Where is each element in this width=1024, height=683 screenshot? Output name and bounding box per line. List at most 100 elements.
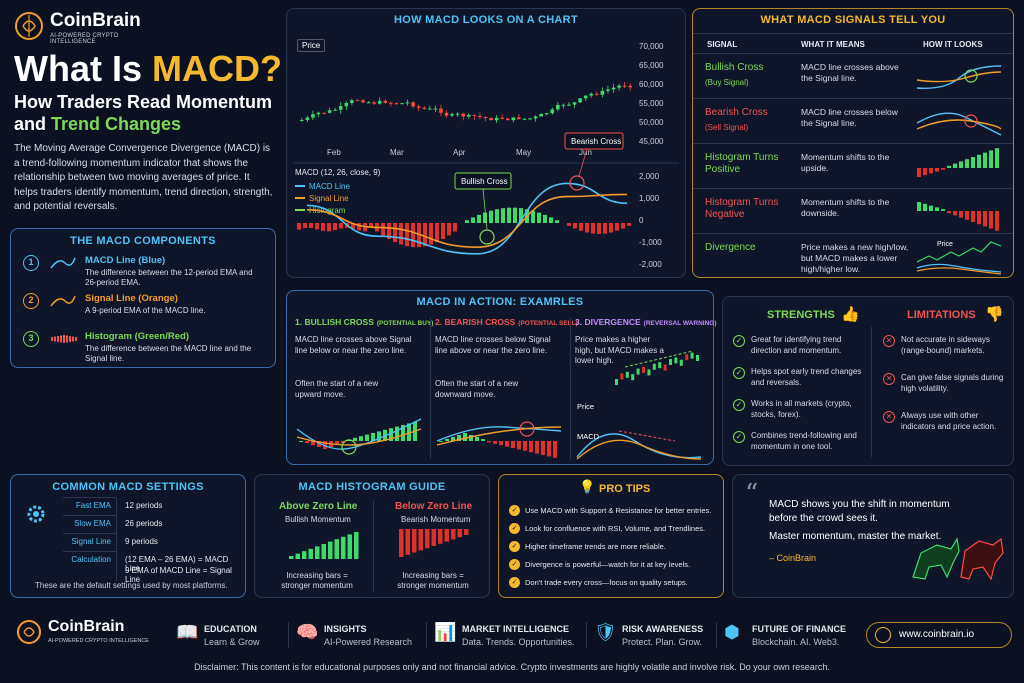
settings-panel: COMMON MACD SETTINGS Fast EMA 12 periods S…	[10, 474, 246, 598]
histogram-bar	[567, 223, 571, 226]
signals-header: SIGNAL WHAT IT MEANS HOW IT LOOKS	[693, 33, 1013, 53]
price-candle	[428, 105, 432, 110]
hist-above-title: Above Zero Line	[279, 501, 358, 512]
svg-text:Price: Price	[577, 402, 594, 411]
histogram-bar	[519, 208, 523, 223]
histogram-bar	[477, 214, 481, 223]
brand-tagline: AI-POWERED CRYPTO INTELLIGENCE	[50, 33, 119, 45]
example-illustration	[436, 421, 562, 458]
price-candle	[505, 117, 510, 121]
cube-icon: ⬢	[724, 622, 740, 642]
bullish-cross-marker	[479, 229, 495, 245]
bearish-cross-marker	[569, 175, 585, 191]
price-candle	[528, 118, 532, 121]
footer-item-sub: Blockchain. AI. Web3.	[752, 637, 840, 647]
month-label: Apr	[453, 148, 466, 157]
chart-panel: HOW MACD LOOKS ON A CHART Price Feb Mar Ap…	[286, 8, 686, 278]
histogram-bar	[351, 223, 355, 229]
histogram-bar	[591, 223, 595, 234]
macd-chart: Feb Mar Apr May Jun 70,000 65,000 60,000 55,000 5…	[293, 42, 679, 269]
hist-bar-red	[425, 529, 430, 549]
hist-bar-green	[295, 553, 300, 559]
histogram-bar	[315, 223, 319, 230]
price-candle	[478, 112, 482, 120]
price-candle	[361, 98, 365, 104]
check-icon: ✓	[733, 431, 745, 443]
hist-above-sub: Bullish Momentum	[285, 515, 351, 524]
price-candle	[422, 106, 427, 110]
examples-title: MACD IN ACTION: EXAMRLES	[416, 296, 584, 308]
tip-item: Use MACD with Support & Resistance for b…	[525, 506, 712, 515]
price-tick: 60,000	[639, 80, 664, 89]
signal-meaning: MACD line crosses above the Signal line.	[801, 62, 899, 83]
price-candle	[411, 101, 415, 109]
histogram-bar	[327, 223, 331, 232]
legend-entry: MACD Line	[309, 182, 350, 191]
settings-title: COMMON MACD SETTINGS	[52, 481, 204, 493]
price-tick: 45,000	[639, 137, 664, 146]
price-candle	[511, 117, 516, 123]
price-candle	[483, 116, 488, 122]
signal-line	[306, 193, 628, 249]
component-name: Histogram (Green/Red)	[85, 331, 189, 342]
example-note: Often the start of a new upward move.	[295, 379, 379, 399]
quote-icon: “	[745, 479, 759, 509]
price-candle	[500, 114, 504, 120]
histogram-title: MACD HISTOGRAM GUIDE	[298, 481, 446, 493]
gear-icon	[27, 505, 45, 523]
website-link[interactable]: www.coinbrain.io	[899, 629, 975, 640]
bearish-cross-label: Bearish Cross	[564, 132, 624, 150]
hist-above-bars	[289, 532, 359, 559]
footer-item: 📊 MARKET INTELLIGENCE Data. Trends. Opport…	[434, 618, 575, 652]
strength-item: Combines trend-following and momentum in…	[751, 431, 857, 451]
histogram-bar	[531, 210, 535, 223]
histogram-bar	[621, 223, 625, 229]
price-candle	[455, 112, 460, 117]
quote-line3: Master momentum, master the market.	[769, 531, 942, 542]
hist-bar-green	[308, 548, 313, 559]
quote-line2: before the crowd sees it.	[769, 513, 878, 524]
macd-tick: -2,000	[639, 260, 662, 269]
svg-text:MACD: MACD	[577, 432, 600, 441]
price-candle	[333, 107, 337, 112]
brand-logo: CoinBrain AI-POWERED CRYPTO INTELLIGENCE	[14, 8, 164, 45]
histogram-bar	[447, 223, 451, 236]
footer-divider	[426, 622, 427, 648]
settings-note: These are the default settings used by m…	[35, 581, 228, 590]
histogram-bar	[537, 212, 541, 223]
month-label: May	[516, 148, 531, 157]
example-column: 1. BULLISH CROSS (POTENTIAL BUY) MACD line…	[293, 315, 433, 461]
component-desc: A 9-period EMA of the MACD line.	[85, 306, 206, 315]
title-highlight: MACD?	[152, 48, 282, 89]
price-candle	[377, 97, 382, 105]
check-icon: ✓	[733, 367, 745, 379]
price-candle	[311, 110, 315, 120]
bull-bear-icon	[912, 537, 1004, 581]
hist-bar-green	[341, 536, 346, 559]
signal-row: Histogram Turns Positive Momentum shifts …	[693, 143, 1013, 188]
histogram-bar	[453, 223, 457, 232]
histogram-bar	[303, 223, 307, 229]
signal-name: Histogram Turns Negative	[705, 197, 779, 220]
hist-bar-green	[328, 541, 333, 559]
example-text: Price makes a higher high, but MACD make…	[575, 335, 664, 365]
website-button[interactable]: www.coinbrain.io	[866, 622, 1012, 648]
histogram-bar	[399, 223, 403, 245]
tip-check-icon: ✓	[509, 523, 520, 534]
price-candle	[467, 113, 471, 119]
price-candle	[389, 101, 393, 107]
price-tick: 50,000	[639, 118, 664, 127]
quote-line1: MACD shows you the shift in momentum	[769, 499, 950, 510]
footer-item-title: FUTURE OF FINANCE	[752, 624, 846, 634]
component-number: 2	[23, 293, 39, 309]
histogram-bar	[423, 223, 427, 247]
tip-check-icon: ✓	[509, 559, 520, 570]
histogram-bar	[573, 223, 577, 229]
price-candle	[344, 101, 349, 110]
limitation-item: Can give false signals during high volat…	[901, 373, 1004, 393]
example-text: MACD line crosses above Signal line belo…	[295, 335, 412, 355]
price-candle	[461, 112, 465, 121]
divergence-price-candles	[615, 350, 699, 385]
hist-bar-red	[438, 529, 443, 544]
settings-row-frame	[63, 551, 117, 581]
